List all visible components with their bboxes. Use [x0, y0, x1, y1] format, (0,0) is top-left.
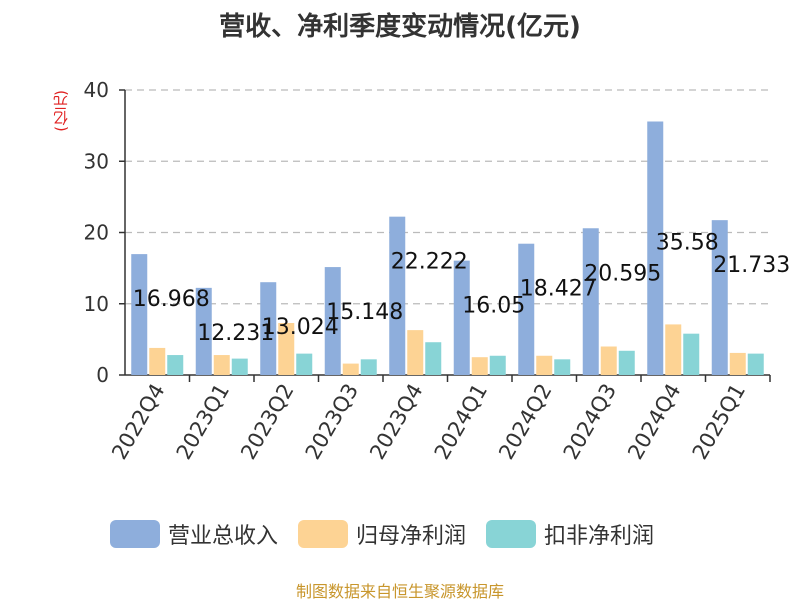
y-tick-label: 30 [84, 149, 109, 173]
revenue-data-label: 18.427 [520, 277, 597, 302]
revenue-data-label: 21.733 [713, 253, 790, 278]
revenue-data-label: 16.968 [133, 287, 210, 312]
legend-item-deducted-profit[interactable]: 扣非净利润 [486, 518, 654, 550]
net-profit-bar [471, 357, 488, 375]
legend-swatch-deducted-profit [486, 520, 537, 548]
deducted-profit-bar [360, 359, 377, 375]
x-tick-label: 2024Q3 [559, 380, 621, 464]
deducted-profit-bar [425, 342, 442, 375]
net-profit-bar [213, 355, 230, 375]
revenue-data-label: 15.148 [326, 300, 403, 325]
x-tick-label: 2024Q4 [623, 380, 685, 464]
revenue-data-label: 16.05 [462, 294, 525, 319]
legend-label-net-profit: 归母净利润 [356, 524, 467, 549]
chart-title: 营收、净利季度变动情况(亿元) [219, 12, 581, 42]
revenue-data-label: 22.222 [391, 250, 468, 275]
net-profit-bar [600, 346, 617, 375]
deducted-profit-bar [296, 353, 313, 375]
x-tick-label: 2023Q4 [365, 380, 427, 464]
revenue-data-label: 12.231 [197, 321, 274, 346]
revenue-data-label: 35.58 [656, 230, 719, 255]
net-profit-bar [407, 330, 424, 375]
revenue-bar [195, 287, 212, 375]
revenue-bar [260, 282, 277, 375]
x-tick-label: 2025Q1 [688, 380, 750, 464]
data-source-note: 制图数据来自恒生聚源数据库 [295, 582, 504, 601]
revenue-bar [518, 243, 535, 375]
revenue-bar [647, 121, 664, 376]
net-profit-bar [729, 352, 746, 375]
deducted-profit-bar [167, 355, 184, 375]
revenue-bar [453, 260, 470, 375]
net-profit-bar [149, 347, 166, 375]
y-tick-label: 10 [84, 292, 109, 316]
y-tick-label: 0 [96, 363, 109, 387]
y-tick-label: 20 [84, 221, 109, 245]
deducted-profit-bar [554, 359, 571, 375]
x-tick-label: 2022Q4 [107, 380, 169, 464]
legend-swatch-revenue [110, 520, 160, 548]
legend: 营业总收入 归母净利润 扣非净利润 [110, 518, 674, 550]
y-tick-label: 40 [84, 78, 109, 102]
legend-label-revenue: 营业总收入 [168, 524, 279, 549]
x-tick-label: 2024Q2 [494, 380, 556, 464]
revenue-data-label: 20.595 [584, 261, 661, 286]
net-profit-bar [278, 322, 295, 375]
net-profit-bar [665, 324, 682, 375]
deducted-profit-bar [231, 358, 248, 375]
legend-item-revenue[interactable]: 营业总收入 [110, 518, 278, 550]
legend-label-deducted-profit: 扣非净利润 [544, 524, 655, 549]
deducted-profit-bar [747, 353, 764, 375]
deducted-profit-bar [683, 333, 700, 375]
revenue-bar [389, 216, 406, 375]
net-profit-bar [342, 363, 359, 375]
deducted-profit-bar [489, 355, 506, 375]
revenue-bar [324, 267, 341, 375]
net-profit-bar [536, 355, 553, 375]
revenue-bar [131, 254, 148, 375]
x-tick-label: 2023Q1 [172, 380, 234, 464]
revenue-data-label: 13.024 [262, 315, 339, 340]
legend-item-net-profit[interactable]: 归母净利润 [298, 518, 466, 550]
revenue-bar [582, 228, 599, 375]
legend-swatch-net-profit [298, 520, 349, 548]
x-tick-label: 2023Q2 [236, 380, 298, 464]
x-tick-label: 2024Q1 [430, 380, 492, 464]
revenue-bar [711, 220, 728, 375]
deducted-profit-bar [618, 350, 635, 375]
x-tick-label: 2023Q3 [301, 380, 363, 464]
